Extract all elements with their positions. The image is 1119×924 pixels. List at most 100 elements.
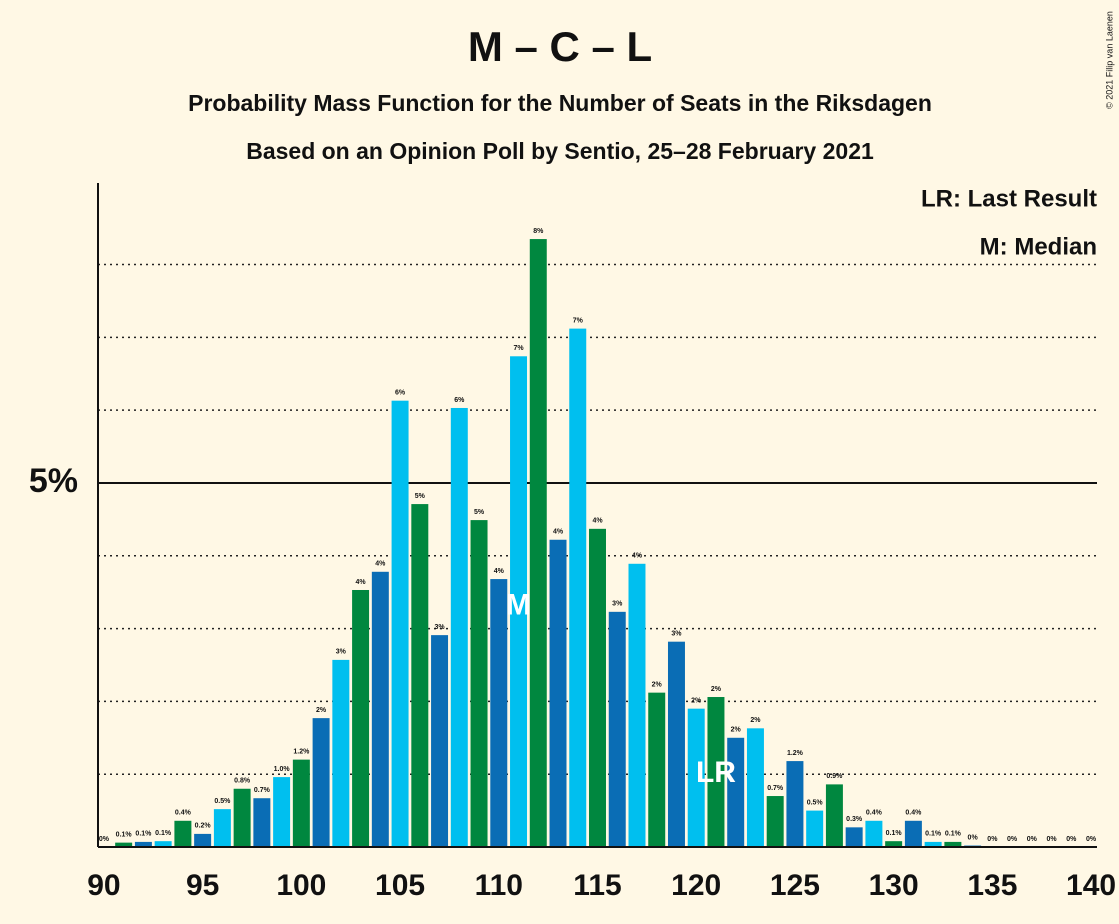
bar: [746, 728, 764, 847]
value-label: 4%: [632, 553, 643, 560]
value-label: 1.2%: [787, 750, 804, 757]
bar: [786, 761, 804, 847]
marker-label: M: [506, 589, 531, 622]
bar: [352, 589, 370, 847]
x-tick-label: 100: [276, 869, 326, 902]
bar: [944, 841, 962, 847]
value-label: 0%: [1066, 836, 1077, 843]
bar: [589, 528, 606, 847]
x-tick-label: 140: [1066, 869, 1116, 902]
value-label: 0.4%: [175, 810, 192, 817]
value-label: 0.1%: [886, 830, 903, 837]
bar: [924, 841, 942, 847]
value-label: 0%: [99, 836, 110, 843]
value-label: 0%: [1007, 836, 1018, 843]
x-tick-label: 90: [87, 869, 120, 902]
bar: [707, 697, 725, 847]
value-label: 6%: [395, 390, 406, 397]
x-tick-label: 135: [967, 869, 1017, 902]
bar: [174, 820, 192, 847]
x-tick-label: 95: [186, 869, 219, 902]
bar: [608, 611, 626, 847]
bar: [667, 641, 685, 847]
value-label: 3%: [434, 624, 445, 631]
bar: [134, 841, 152, 847]
value-label: 4%: [553, 529, 564, 536]
value-label: 3%: [336, 649, 347, 656]
legend-entry: LR: Last Result: [921, 185, 1097, 212]
value-label: 2%: [691, 698, 702, 705]
value-label: 4%: [356, 579, 367, 586]
chart-title: M – C – L: [468, 23, 652, 70]
value-label: 5%: [415, 493, 426, 500]
value-label: 0.1%: [155, 830, 172, 837]
value-label: 2%: [750, 717, 761, 724]
bar: [529, 239, 547, 847]
x-tick-label: 130: [869, 869, 919, 902]
bar: [115, 842, 133, 847]
bar: [549, 539, 567, 847]
value-label: 0%: [1027, 836, 1038, 843]
x-tick-label: 125: [770, 869, 820, 902]
value-label: 0.8%: [234, 778, 251, 785]
value-label: 2%: [316, 707, 327, 714]
value-label: 0.3%: [846, 816, 863, 823]
value-label: 0%: [987, 836, 998, 843]
value-label: 4%: [375, 561, 386, 568]
bar: [154, 841, 172, 847]
value-label: 0%: [1086, 836, 1097, 843]
legend-entry: M: Median: [980, 233, 1097, 260]
value-label: 8%: [533, 228, 544, 235]
bar: [431, 635, 449, 847]
value-label: 0.1%: [135, 831, 152, 838]
bar: [371, 571, 389, 847]
value-label: 4%: [592, 518, 603, 525]
bar: [628, 563, 646, 847]
chart-subtitle: Based on an Opinion Poll by Sentio, 25–2…: [246, 138, 874, 164]
value-label: 3%: [671, 631, 682, 638]
x-tick-label: 110: [475, 869, 523, 902]
bar: [825, 784, 843, 847]
bar: [687, 708, 705, 847]
bar: [904, 820, 922, 847]
value-label: 0.2%: [195, 823, 212, 830]
value-label: 5%: [474, 509, 485, 516]
bar: [292, 759, 310, 847]
value-label: 2%: [652, 681, 663, 688]
value-label: 0.9%: [826, 773, 843, 780]
bar: [470, 520, 488, 847]
marker-label: LR: [696, 756, 736, 789]
value-label: 0.1%: [925, 831, 942, 838]
copyright: © 2021 Filip van Laenen: [1104, 11, 1114, 109]
bar: [233, 788, 251, 847]
chart-subtitle: Probability Mass Function for the Number…: [188, 90, 932, 116]
bar: [194, 833, 212, 847]
x-tick-label: 120: [671, 869, 721, 902]
bar: [845, 827, 863, 847]
bar: [450, 407, 468, 847]
bar: [490, 579, 508, 847]
bar: [569, 328, 587, 848]
bar: [727, 737, 745, 847]
value-label: 0.5%: [807, 799, 824, 806]
value-label: 4%: [494, 568, 505, 575]
value-label: 0.4%: [905, 810, 922, 817]
value-label: 3%: [612, 601, 623, 608]
bar: [766, 796, 784, 847]
bar: [865, 820, 883, 847]
bar: [253, 798, 271, 847]
bar: [332, 659, 350, 847]
x-tick-label: 105: [375, 869, 425, 902]
value-label: 0.1%: [116, 831, 133, 838]
value-label: 0.7%: [767, 785, 784, 792]
bar: [411, 504, 429, 847]
value-label: 0%: [968, 834, 979, 841]
y-tick-label: 5%: [29, 462, 78, 500]
bar: [885, 841, 903, 847]
value-label: 0.4%: [866, 810, 883, 817]
value-label: 0.5%: [214, 798, 231, 805]
value-label: 1.0%: [274, 766, 291, 773]
x-tick-label: 115: [573, 869, 621, 902]
bar: [648, 692, 666, 847]
